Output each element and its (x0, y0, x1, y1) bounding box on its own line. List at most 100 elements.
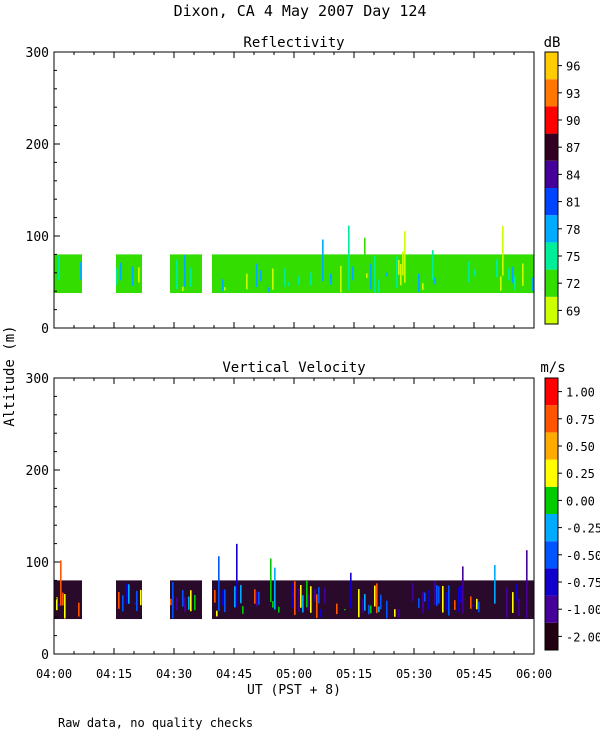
data-streak (472, 604, 474, 607)
data-streak (352, 266, 354, 281)
reflectivity-panel: Reflectivity dB 0 100 200 300 69 72 75 78 81 84 8… (26, 35, 581, 337)
data-streak (478, 265, 480, 285)
data-streak (422, 283, 424, 290)
data-streak (58, 603, 60, 607)
data-streak (320, 609, 322, 618)
data-streak (372, 270, 374, 287)
figure-title: Dixon, CA 4 May 2007 Day 124 (174, 2, 427, 20)
data-streak (428, 590, 430, 610)
reflectivity-y-axis: 0 100 200 300 (26, 46, 60, 337)
data-streak (314, 589, 316, 602)
data-streak (224, 589, 226, 613)
data-streak (412, 583, 414, 601)
data-streak (432, 250, 434, 280)
data-streak (484, 270, 486, 276)
data-streak (496, 259, 498, 278)
data-streak (126, 258, 128, 287)
data-streak (240, 584, 242, 604)
data-streak (402, 251, 404, 276)
data-streak (358, 589, 360, 618)
data-streak (220, 281, 222, 294)
data-streak (216, 267, 218, 282)
x-tick-label: 05:15 (336, 667, 372, 681)
data-streak (280, 268, 282, 287)
data-streak (322, 239, 324, 282)
data-streak (294, 258, 296, 276)
reflectivity-colorbar: 69 72 75 78 81 84 87 90 93 96 (544, 51, 580, 325)
colorbar-label: 72 (566, 277, 580, 291)
data-streak (446, 592, 448, 611)
data-streak (400, 263, 402, 286)
y-tick-label: 0 (41, 322, 49, 337)
data-streak (228, 276, 230, 287)
data-streak (242, 606, 244, 614)
data-streak (434, 277, 436, 285)
data-streak (506, 587, 508, 618)
velocity-x-axis: 04:00 04:15 04:30 04:45 05:00 05:15 05:30 05:45… (36, 378, 552, 681)
y-tick-label: 0 (41, 648, 49, 663)
data-block (170, 580, 202, 620)
data-streak (260, 270, 262, 282)
data-streak (494, 564, 496, 604)
colorbar-segment (545, 405, 558, 433)
data-streak (378, 279, 380, 293)
x-tick-label: 04:30 (156, 667, 192, 681)
colorbar-segment (545, 432, 558, 460)
colorbar-segment (545, 459, 558, 487)
data-streak (330, 273, 332, 285)
data-streak (122, 261, 124, 290)
data-streak (454, 600, 456, 610)
data-streak (306, 580, 308, 608)
data-streak (376, 583, 378, 614)
data-streak (374, 256, 376, 293)
data-streak (128, 584, 130, 604)
data-streak (474, 269, 476, 277)
data-streak (304, 264, 306, 277)
data-streak (468, 261, 470, 283)
footnote: Raw data, no quality checks (58, 716, 253, 730)
x-tick-label: 04:00 (36, 667, 72, 681)
data-streak (272, 601, 274, 608)
data-streak (508, 267, 510, 281)
data-streak (132, 266, 134, 286)
data-streak (302, 261, 304, 290)
y-axis-label: Altitude (m) (2, 325, 18, 426)
y-tick-label: 300 (26, 46, 49, 61)
data-streak (300, 585, 302, 608)
colorbar-segment (545, 541, 558, 569)
data-streak (278, 606, 280, 613)
velocity-y-axis: 0 100 200 300 (26, 372, 60, 663)
colorbar-label: 93 (566, 87, 580, 101)
colorbar-segment (545, 160, 558, 188)
colorbar-segment (545, 486, 558, 514)
data-streak (222, 279, 224, 292)
x-tick-label: 04:15 (96, 667, 132, 681)
data-streak (346, 287, 348, 291)
data-streak (56, 597, 58, 611)
data-streak (348, 225, 350, 290)
data-streak (388, 268, 390, 290)
data-streak (198, 271, 200, 287)
colorbar-segment (545, 296, 558, 324)
y-tick-label: 200 (26, 138, 49, 153)
colorbar-segment (545, 514, 558, 542)
data-streak (218, 268, 220, 282)
data-streak (294, 581, 296, 616)
data-streak (448, 585, 450, 616)
data-streak (398, 259, 400, 275)
data-streak (316, 594, 318, 618)
reflectivity-units: dB (544, 35, 561, 51)
data-streak (170, 598, 172, 606)
data-streak (272, 268, 274, 290)
x-axis-label: UT (PST + 8) (247, 683, 341, 698)
data-streak (288, 282, 290, 287)
colorbar-label: 69 (566, 304, 580, 318)
data-streak (300, 285, 302, 287)
data-streak (308, 594, 310, 611)
data-streak (364, 594, 366, 611)
colorbar-segment (545, 622, 558, 650)
x-tick-label: 06:00 (516, 667, 552, 681)
data-streak (298, 588, 300, 612)
colorbar-segment (545, 79, 558, 107)
